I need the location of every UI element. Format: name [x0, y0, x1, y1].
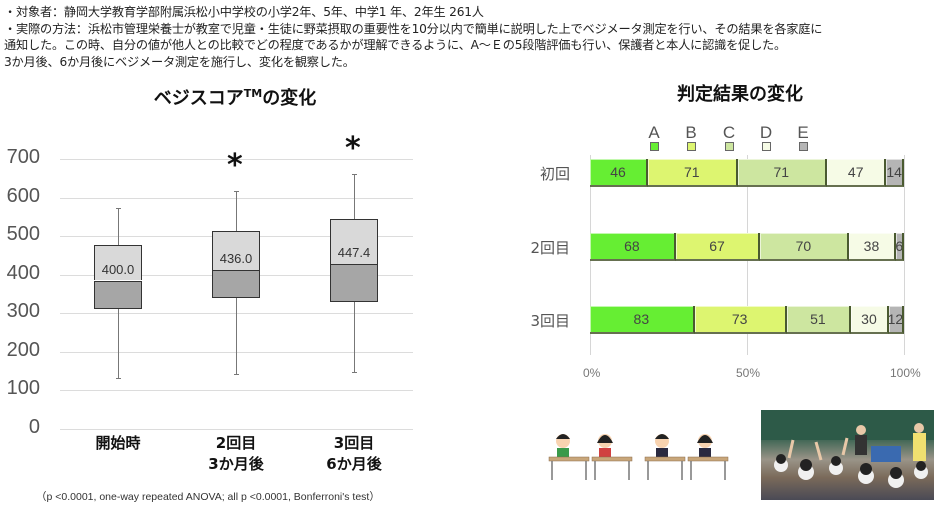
bar-segment-e: 6	[896, 233, 904, 261]
whisker-upper	[118, 208, 119, 245]
whisker-lower	[354, 302, 355, 372]
legend-item-d: D	[758, 124, 774, 151]
legend-marker	[686, 142, 696, 151]
bar-segment-d: 47	[827, 159, 887, 187]
mean-label: 400.0	[101, 261, 135, 277]
bar-segment-e: 14	[886, 159, 904, 187]
whisker-lower	[118, 309, 119, 378]
bar-segment-c: 51	[786, 306, 852, 334]
bar-segment-b: 73	[694, 306, 787, 334]
y-tick-label: 400	[6, 261, 40, 284]
bar-segment-b: 67	[675, 233, 761, 261]
note-line-method: ・実際の方法：浜松市管理栄養士が教室で児童・生徒に野菜摂取の重要性を10分以内で…	[4, 21, 823, 36]
mean-label: 436.0	[219, 251, 253, 267]
box-lower-quartile	[212, 270, 260, 298]
students-illustration	[545, 425, 735, 485]
y-tick-label: 200	[6, 338, 40, 361]
box-upper-quartile	[330, 219, 378, 265]
whisker-cap	[352, 371, 357, 373]
box-upper-quartile	[212, 231, 260, 271]
judgement-stacked-bar-chart	[520, 75, 940, 385]
x-category-label: 開始時	[95, 434, 141, 452]
whisker-cap	[352, 173, 357, 175]
box-lower-quartile	[330, 264, 378, 303]
x-category-label: 3回目 6か月後	[326, 434, 382, 473]
bar-segment-a: 83	[590, 306, 695, 334]
gridline	[60, 159, 413, 160]
note-line-method-cont: 通知した。この時、自分の値が他人との比較でどの程度であるかが理解できるように、A…	[4, 38, 787, 52]
legend-marker	[649, 142, 659, 151]
x-gridline	[904, 155, 905, 355]
statistics-footnote: （p <0.0001, one-way repeated ANOVA; all …	[36, 491, 380, 503]
whisker-cap	[234, 373, 239, 375]
bar-segment-d: 38	[848, 233, 897, 261]
box-upper-quartile	[94, 244, 142, 281]
classroom-photo	[761, 410, 934, 500]
bar-segment-d: 30	[851, 306, 889, 334]
y-tick-label: 500	[6, 223, 40, 246]
bar-segment-b: 71	[648, 159, 738, 187]
whisker-cap	[116, 377, 121, 379]
y-tick-label: 0	[28, 416, 40, 438]
whisker-upper	[354, 173, 355, 220]
legend-item-c: C	[721, 124, 737, 151]
legend-marker	[724, 142, 734, 151]
significance-asterisk: *	[227, 148, 243, 183]
vegi-score-boxplot: ベジスコアTMの変化 700 600 500 400 300 200 100 0 400.0 4…	[6, 84, 413, 473]
significance-asterisk: *	[345, 130, 361, 166]
x-tick-label: 100%	[890, 366, 921, 380]
x-tick-label: 50%	[736, 366, 761, 380]
mean-label: 447.4	[337, 245, 371, 261]
x-tick-label: 0%	[583, 366, 601, 380]
student-icon	[556, 434, 713, 457]
gridline	[60, 390, 413, 392]
whisker-lower	[236, 297, 237, 374]
x-category-label: 2回目 3か月後	[208, 434, 264, 473]
boxplot-title-main: ベジスコア	[153, 88, 244, 109]
row-label: 2回目	[530, 239, 570, 257]
trademark-sup: TM	[243, 87, 263, 100]
bar-segment-e: 12	[888, 306, 904, 334]
bar-segment-a: 68	[590, 233, 676, 261]
row-label: 3回目	[530, 312, 570, 330]
bar-segment-a: 46	[590, 159, 648, 187]
y-tick-label: 100	[6, 377, 40, 400]
y-tick-label: 600	[6, 184, 40, 207]
boxplot-title: ベジスコアTMの変化	[60, 84, 410, 110]
note-line-subjects: ・対象者：静岡大学教育学部附属浜松小中学校の小学2年、5年、中学1 年、2年生 …	[4, 5, 484, 19]
legend-marker	[761, 142, 771, 151]
boxplot-title-tail: の変化	[262, 88, 317, 109]
whisker-cap	[234, 191, 239, 192]
bar-segment-c: 70	[760, 233, 849, 261]
stacked-bar-title: 判定結果の変化	[677, 84, 803, 105]
y-tick-label: 700	[6, 146, 40, 168]
legend-marker	[798, 142, 808, 151]
legend-item-b: B	[683, 124, 699, 151]
whisker-cap	[116, 208, 121, 210]
y-tick-label: 300	[6, 300, 40, 323]
note-line-followup: 3か月後、6か月後にベジメータ測定を施行し、変化を観察した。	[4, 54, 355, 69]
box-lower-quartile	[94, 280, 142, 310]
whisker-upper	[236, 191, 237, 232]
bar-segment-c: 71	[737, 159, 828, 187]
legend-item-e: E	[795, 124, 811, 151]
row-label: 初回	[539, 165, 570, 183]
gridline	[60, 429, 413, 430]
legend-item-a: A	[646, 124, 662, 151]
study-description: ・対象者：静岡大学教育学部附属浜松小中学校の小学2年、5年、中学1 年、2年生 …	[4, 4, 939, 70]
